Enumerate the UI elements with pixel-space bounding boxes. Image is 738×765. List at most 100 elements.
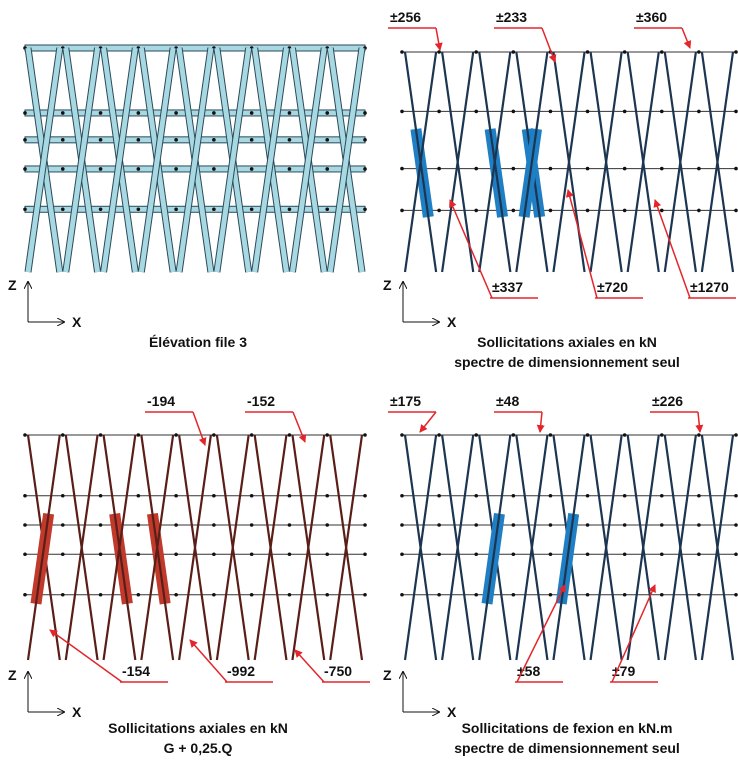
annotation-label: ±48 [496, 393, 519, 409]
annotation-arrow [516, 584, 566, 683]
node [437, 208, 441, 213]
node [136, 207, 141, 212]
member [26, 434, 61, 661]
member [589, 434, 623, 661]
node [474, 493, 479, 498]
node [697, 433, 701, 437]
member [102, 434, 137, 661]
annotation-label: ±720 [597, 279, 628, 295]
annotation-label: ±79 [612, 663, 635, 679]
member [214, 47, 252, 273]
x-label: X [447, 704, 457, 720]
node [98, 552, 103, 557]
annotation-arrow [565, 189, 598, 299]
node [174, 493, 178, 498]
node [287, 493, 292, 498]
node [697, 208, 701, 213]
member [176, 47, 214, 273]
node [287, 552, 292, 557]
node [174, 433, 178, 437]
annotation-label: -152 [247, 393, 275, 409]
node [325, 138, 330, 142]
node [23, 493, 27, 498]
node [287, 111, 292, 115]
node [659, 50, 664, 54]
node [511, 50, 516, 54]
z-label: Z [8, 277, 17, 293]
node [60, 138, 65, 142]
member [478, 434, 512, 661]
node [400, 109, 404, 114]
member [101, 47, 138, 273]
node [98, 523, 103, 527]
node [474, 208, 479, 213]
member [140, 434, 175, 661]
member [403, 51, 438, 273]
node [659, 552, 664, 557]
node [622, 523, 627, 527]
node [548, 493, 553, 498]
node [363, 523, 367, 527]
node [363, 552, 367, 557]
node [174, 138, 178, 142]
member [515, 434, 549, 661]
annotation-arrow [192, 411, 207, 446]
node [474, 109, 479, 114]
node [212, 138, 216, 142]
node [697, 493, 701, 498]
node [249, 433, 254, 437]
member [663, 51, 697, 273]
caption: spectre de dimensionnement seul [454, 354, 680, 370]
annotation-label: ±360 [636, 9, 667, 25]
x-label: X [72, 704, 82, 720]
member [626, 434, 660, 661]
member [589, 51, 623, 273]
node [697, 523, 701, 527]
node [548, 592, 553, 597]
node [136, 493, 141, 498]
node [98, 493, 103, 498]
node [136, 592, 141, 597]
node [400, 592, 404, 597]
member [441, 434, 475, 661]
node [363, 167, 367, 171]
z-label: Z [383, 667, 392, 683]
member [626, 51, 660, 273]
annotation-arrow [536, 411, 545, 433]
member [329, 434, 364, 661]
node [287, 138, 292, 142]
node [437, 493, 441, 498]
node [622, 166, 627, 171]
member [291, 434, 326, 661]
node [585, 109, 590, 114]
node [622, 109, 627, 114]
node [437, 523, 441, 527]
node [697, 50, 701, 54]
node [212, 111, 216, 115]
node [174, 111, 178, 115]
node [287, 592, 292, 597]
node [23, 207, 27, 212]
caption: spectre de dimensionnement seul [454, 740, 680, 756]
node [437, 592, 441, 597]
node [174, 523, 178, 527]
annotation-arrow [449, 199, 493, 299]
node [734, 552, 738, 557]
member [403, 434, 438, 661]
annotation-arrow [294, 649, 325, 683]
node [60, 592, 65, 597]
node [400, 433, 404, 437]
node [474, 166, 479, 171]
node [734, 433, 738, 437]
node [659, 493, 664, 498]
node [60, 523, 65, 527]
member [252, 47, 289, 273]
member [178, 434, 212, 661]
node [212, 433, 216, 437]
node [98, 207, 103, 212]
node [60, 207, 65, 212]
node [98, 592, 103, 597]
node [23, 523, 27, 527]
node [474, 523, 479, 527]
x-label: X [72, 314, 82, 330]
